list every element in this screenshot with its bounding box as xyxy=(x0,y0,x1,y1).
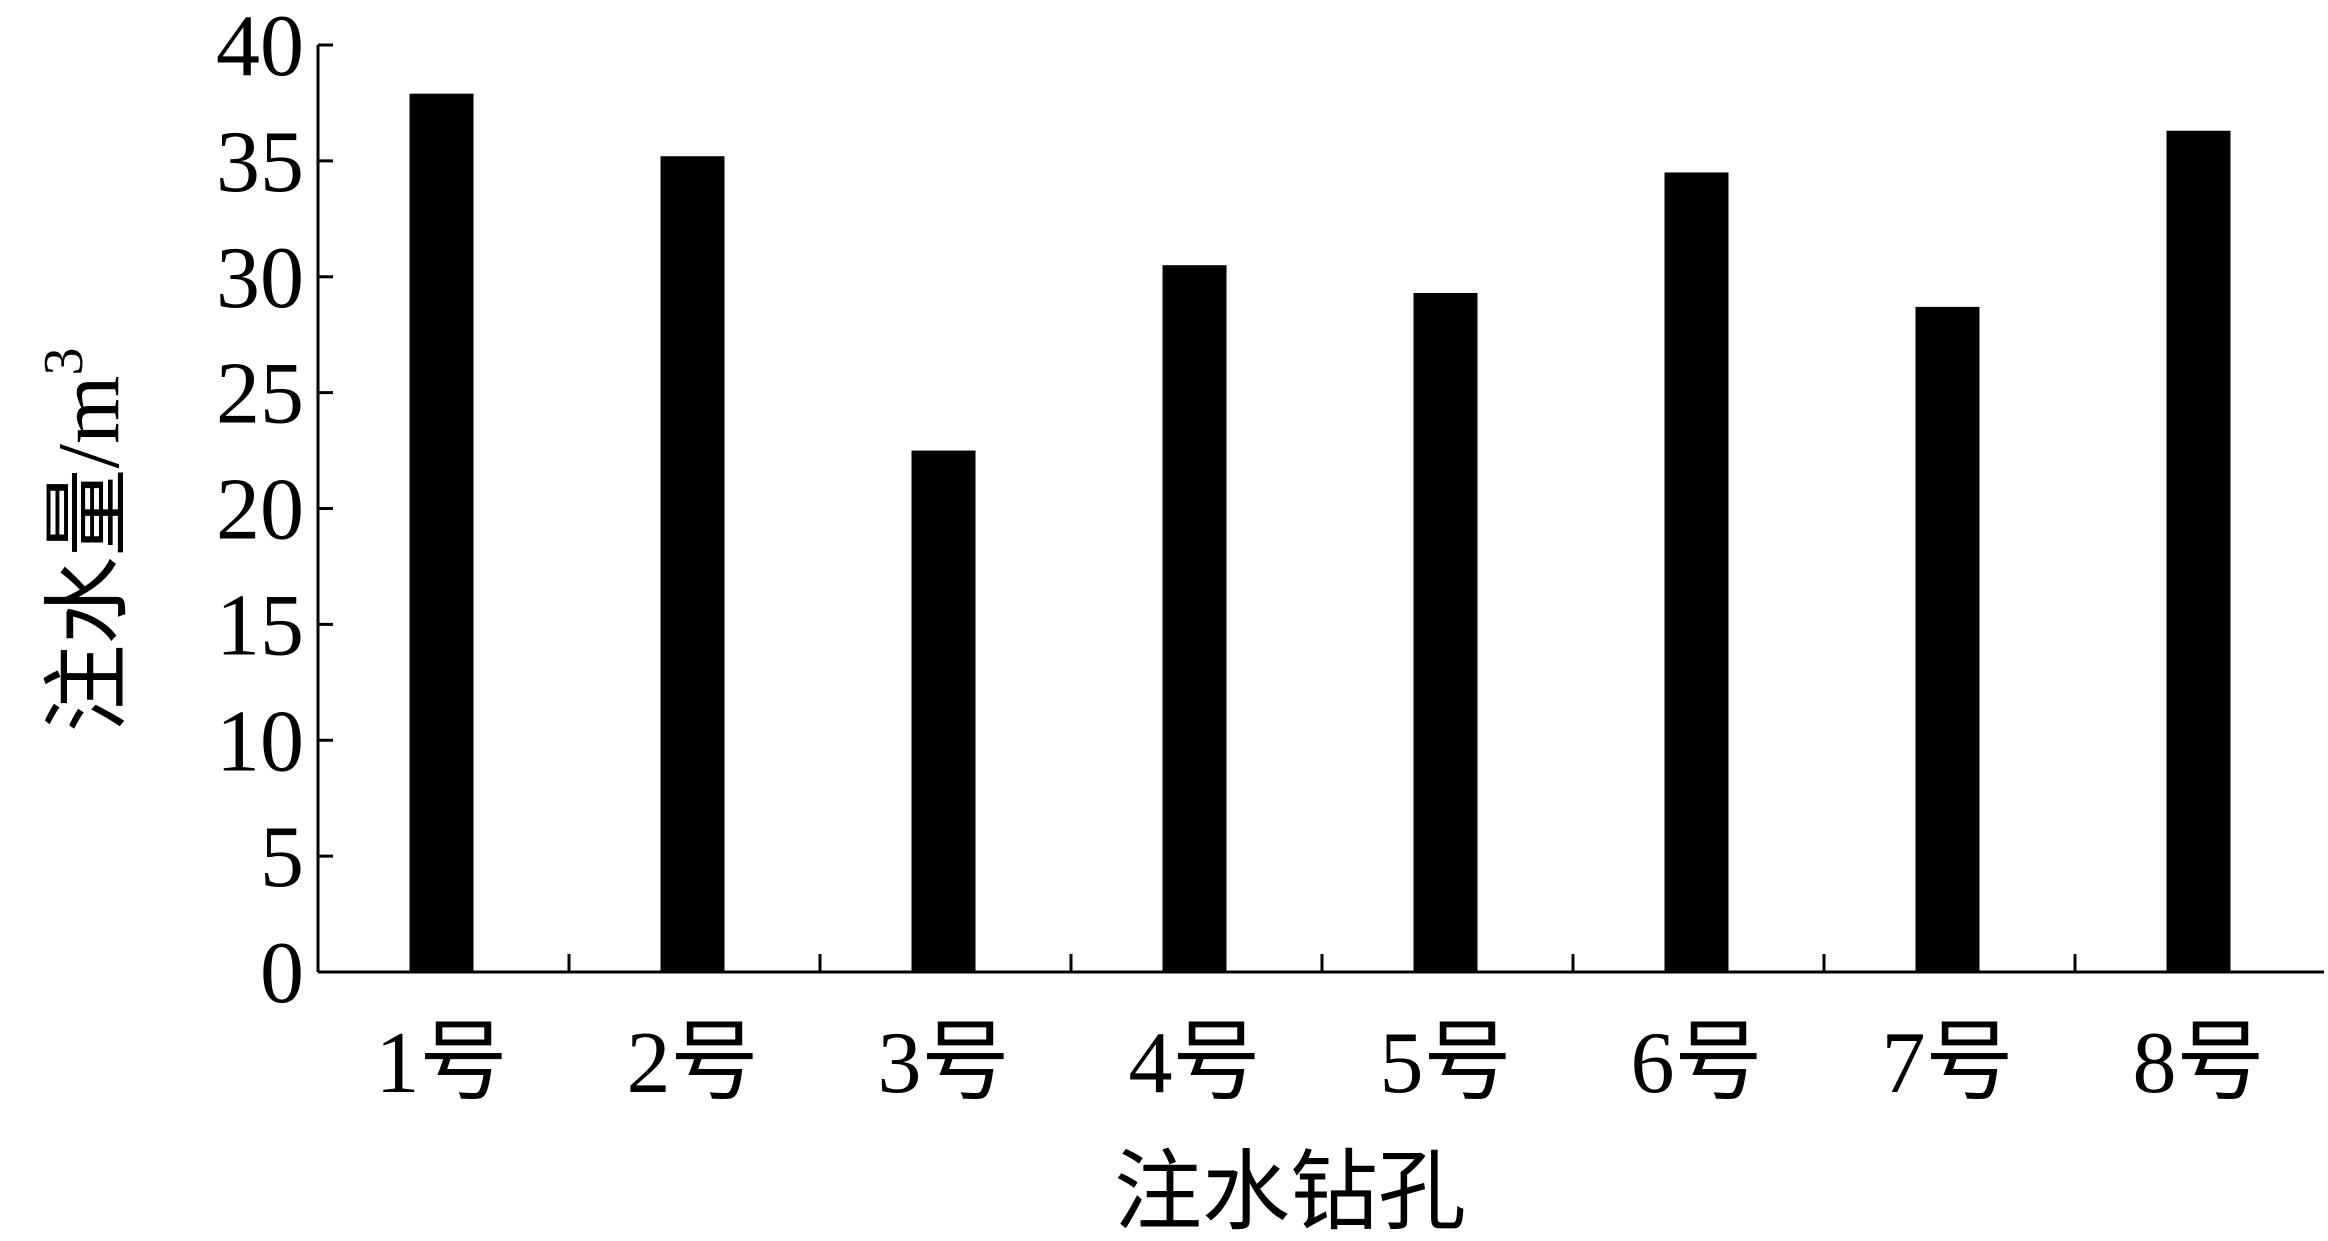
x-tick-label: 4号 xyxy=(1128,1015,1260,1112)
bar-1 xyxy=(409,93,474,973)
x-tick-label: 8号 xyxy=(2132,1015,2264,1112)
bars xyxy=(409,93,2231,973)
y-tick-label: 10 xyxy=(216,693,304,790)
bar-5 xyxy=(1413,292,1478,972)
y-tick-label: 20 xyxy=(216,462,304,559)
y-tick-label: 30 xyxy=(216,230,304,327)
y-tick-label: 5 xyxy=(260,809,304,906)
y-tick-label: 35 xyxy=(216,114,304,211)
x-axis-label: 注水钻孔 xyxy=(1114,1145,1466,1241)
bar-8 xyxy=(2166,130,2231,972)
x-tick-label: 5号 xyxy=(1379,1015,1511,1112)
x-tick-label: 1号 xyxy=(375,1015,507,1112)
bar-2 xyxy=(660,156,725,973)
y-tick-label: 15 xyxy=(216,577,304,674)
y-tick-label: 40 xyxy=(216,0,304,95)
bar-4 xyxy=(1162,265,1227,973)
y-tick-label: 0 xyxy=(260,925,304,1022)
x-tick-label: 3号 xyxy=(877,1015,1009,1112)
axes: 0 5 10 15 20 25 30 35 40 1号 2号 3号 4号 5号 6号 7号 8号 xyxy=(216,0,2324,1112)
x-tick-label: 6号 xyxy=(1630,1015,1762,1112)
y-axis-label: 注水量/m3 xyxy=(33,348,138,733)
x-tick-label: 2号 xyxy=(626,1015,758,1112)
y-tick-label: 25 xyxy=(216,346,304,443)
bar-6 xyxy=(1664,172,1729,972)
x-tick-label: 7号 xyxy=(1881,1015,2013,1112)
bar-7 xyxy=(1915,306,1980,972)
bar-3 xyxy=(911,450,976,972)
